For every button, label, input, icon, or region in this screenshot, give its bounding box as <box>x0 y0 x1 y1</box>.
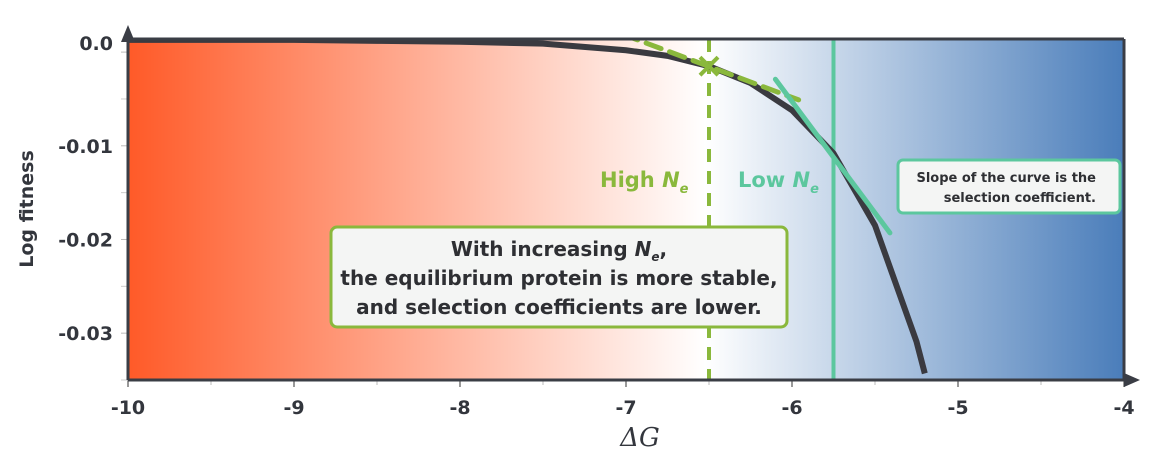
main-annotation-box <box>329 225 789 329</box>
slope-annotation-line1: Slope of the curve is the <box>916 171 1096 186</box>
fitness-curve <box>128 39 928 375</box>
x-tick-label: -10 <box>111 397 145 419</box>
low-ne-label: Low Ne <box>738 168 819 197</box>
x-tick-label: -5 <box>947 397 968 419</box>
x-axis-label: ΔG <box>619 423 660 453</box>
main-annotation-line2: the equilibrium protein is more stable, <box>340 266 777 290</box>
main-annotation-line1: With increasing Ne, <box>451 237 667 264</box>
x-tick-label: -8 <box>449 397 470 419</box>
slope-annotation-line2: selection coefficient. <box>944 191 1096 206</box>
x-tick-label: -7 <box>615 397 636 419</box>
x-tick-label: -6 <box>781 397 802 419</box>
main-annotation-line3: and selection coefficients are lower. <box>356 295 762 319</box>
y-tick-label: 0.0 <box>79 33 113 55</box>
high-ne-label: High Ne <box>600 168 689 197</box>
y-axis-label: Log fitness <box>16 150 38 268</box>
low-ne-tangent-line <box>772 76 893 236</box>
y-tick-label: -0.02 <box>58 229 113 251</box>
equilibrium-x-marker <box>698 55 720 77</box>
slope-annotation-box <box>896 158 1122 215</box>
x-marker-stroke <box>698 55 720 77</box>
y-tick-label: -0.03 <box>58 323 113 345</box>
x-axis-arrow-icon <box>1124 373 1140 387</box>
x-tick-label: -9 <box>283 397 304 419</box>
y-tick-label: -0.01 <box>58 136 113 158</box>
x-tick-label: -4 <box>1113 397 1134 419</box>
high-ne-tangent-line <box>628 39 802 103</box>
